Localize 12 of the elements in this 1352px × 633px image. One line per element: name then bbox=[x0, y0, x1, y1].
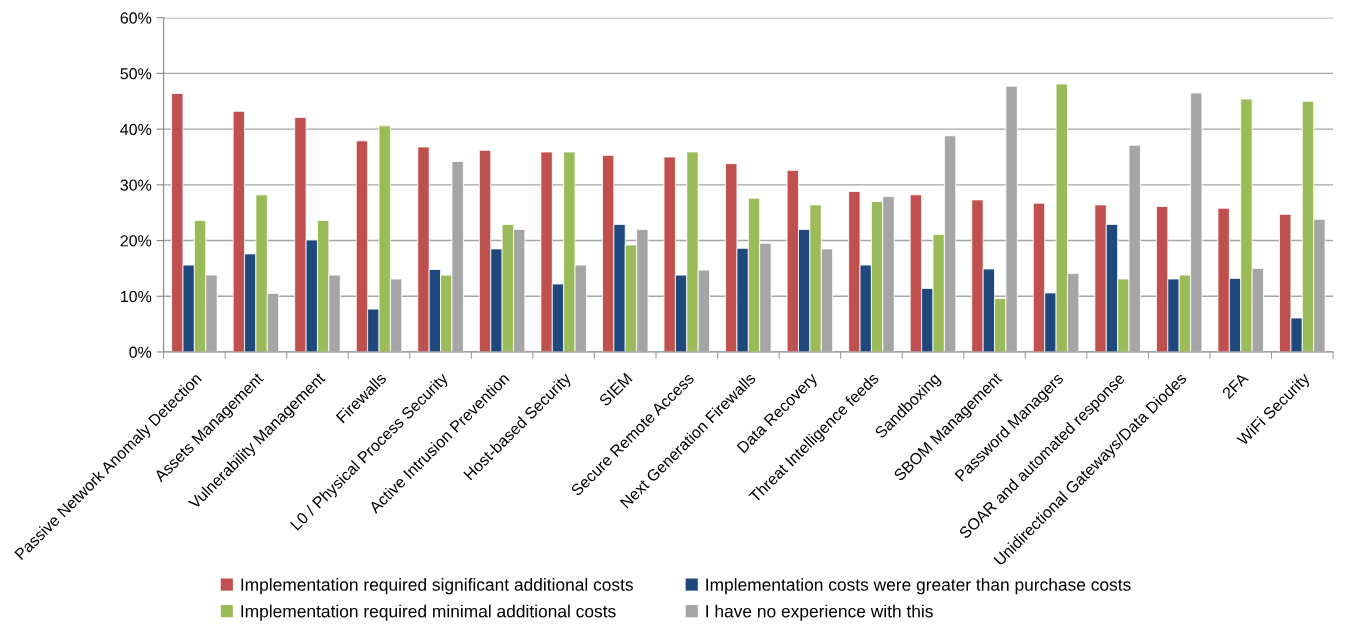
legend-label: Implementation required significant additional costs bbox=[241, 578, 633, 595]
y-tick-label: 20% bbox=[120, 235, 152, 247]
y-tick-label: 50% bbox=[120, 68, 152, 80]
y-tick-label: 60% bbox=[120, 12, 152, 24]
y-tick-label: 30% bbox=[120, 179, 152, 191]
y-tick-label: 40% bbox=[120, 123, 152, 136]
y-tick-label: 0% bbox=[129, 346, 152, 358]
x-tick-label: 2FA bbox=[1221, 371, 1249, 400]
y-tick-label: 10% bbox=[121, 290, 152, 303]
legend-label: Implementation required minimal additional costs bbox=[241, 604, 616, 621]
legend-label: I have no experience with this bbox=[706, 604, 933, 621]
legend-label: Implementation costs were greater than purchase costs bbox=[706, 578, 1131, 595]
